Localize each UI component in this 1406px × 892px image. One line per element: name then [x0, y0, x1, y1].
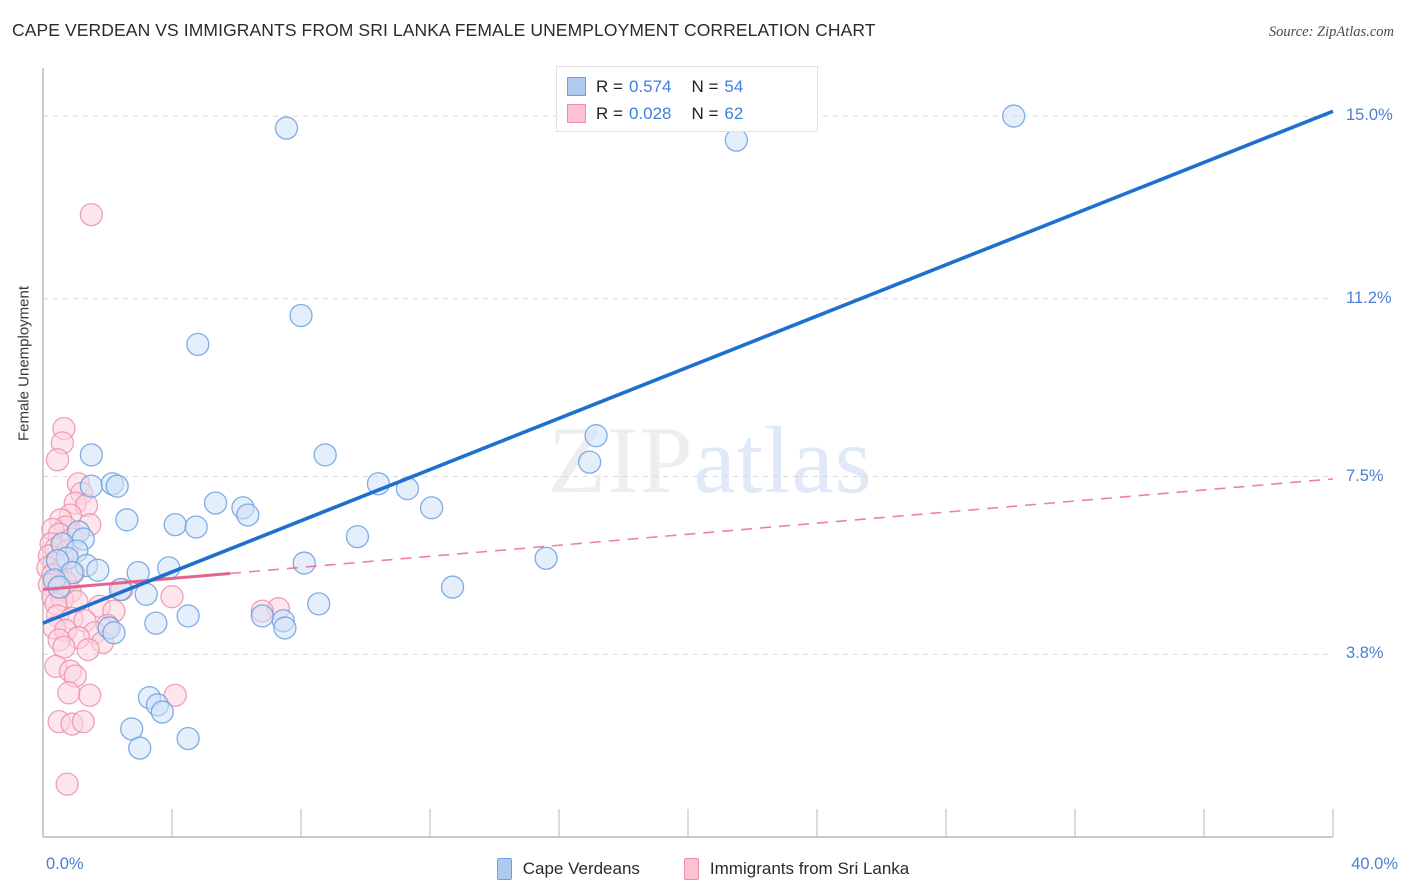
r-value-blue: 0.574	[628, 76, 672, 96]
data-point	[163, 683, 187, 707]
y-tick-label-3: 3.8%	[1346, 644, 1384, 663]
source-attribution: Source: ZipAtlas.com	[1268, 24, 1394, 40]
n-label-pink: N =	[691, 103, 719, 123]
page-title: CAPE VERDEAN VS IMMIGRANTS FROM SRI LANK…	[12, 20, 876, 40]
legend-item-cape-verdeans[interactable]: Cape Verdeans	[496, 858, 640, 880]
data-point	[163, 512, 187, 537]
data-point	[273, 616, 297, 640]
legend-label-cape-verdeans: Cape Verdeans	[522, 859, 640, 878]
x-tick-label-min: 0.0%	[46, 855, 84, 873]
trendline-sri-lanka-solid	[42, 571, 231, 591]
data-point	[203, 491, 228, 515]
legend-label-sri-lanka: Immigrants from Sri Lanka	[709, 859, 910, 878]
legend-item-sri-lanka[interactable]: Immigrants from Sri Lanka	[683, 858, 910, 880]
data-point	[274, 116, 299, 140]
data-point	[584, 424, 608, 448]
data-point	[102, 621, 126, 645]
data-point	[55, 772, 79, 796]
data-point	[345, 524, 370, 549]
data-point	[79, 474, 104, 498]
data-point	[236, 503, 260, 527]
data-point	[577, 450, 602, 474]
stats-row-sri-lanka: R = 0.028 N = 62	[567, 100, 807, 127]
data-point	[313, 443, 337, 467]
y-tick-label-0: 15.0%	[1346, 106, 1393, 125]
data-point	[250, 604, 274, 628]
data-point	[115, 508, 139, 532]
data-point	[45, 448, 70, 472]
swatch-pink-icon	[567, 104, 586, 123]
data-point	[71, 710, 95, 734]
trendline-cape-verdeans	[42, 109, 1334, 625]
legend-swatch-blue-icon	[496, 858, 512, 880]
data-point	[292, 551, 316, 575]
data-point	[534, 546, 558, 570]
data-point	[1002, 104, 1026, 128]
data-point	[128, 736, 152, 760]
data-point	[79, 443, 104, 467]
data-point	[440, 575, 465, 599]
n-label-blue: N =	[691, 76, 719, 96]
data-point	[176, 726, 200, 751]
r-label-blue: R =	[596, 76, 623, 96]
data-point	[176, 604, 200, 628]
legend-swatch-pink-icon	[683, 858, 699, 880]
series-points-cape-verdeans	[42, 104, 1026, 760]
r-label-pink: R =	[596, 103, 623, 123]
data-point	[724, 128, 749, 152]
r-value-pink: 0.028	[628, 103, 672, 123]
swatch-blue-icon	[567, 77, 586, 96]
data-point	[307, 592, 331, 616]
data-point	[150, 700, 174, 724]
n-value-pink: 62	[724, 103, 744, 123]
y-tick-label-2: 7.5%	[1346, 466, 1384, 485]
correlation-stats-box: R = 0.574 N = 54 R = 0.028 N = 62	[556, 66, 818, 132]
stats-row-cape-verdeans: R = 0.574 N = 54	[567, 73, 807, 100]
data-point	[289, 303, 313, 328]
data-point	[76, 637, 100, 662]
series-legend: Cape Verdeans Immigrants from Sri Lanka	[0, 858, 1406, 880]
data-point	[160, 585, 184, 609]
data-point	[186, 332, 210, 357]
data-point	[144, 611, 168, 635]
data-point	[105, 474, 129, 498]
data-point	[419, 496, 444, 520]
data-point	[184, 515, 208, 539]
trendline-sri-lanka-dashed	[229, 478, 1334, 575]
n-value-blue: 54	[724, 76, 744, 96]
data-point	[79, 202, 104, 227]
data-point	[57, 681, 81, 705]
y-tick-label-1: 11.2%	[1346, 288, 1392, 307]
x-tick-label-max: 40.0%	[1351, 855, 1398, 873]
data-point	[86, 558, 110, 582]
data-point	[78, 683, 102, 707]
